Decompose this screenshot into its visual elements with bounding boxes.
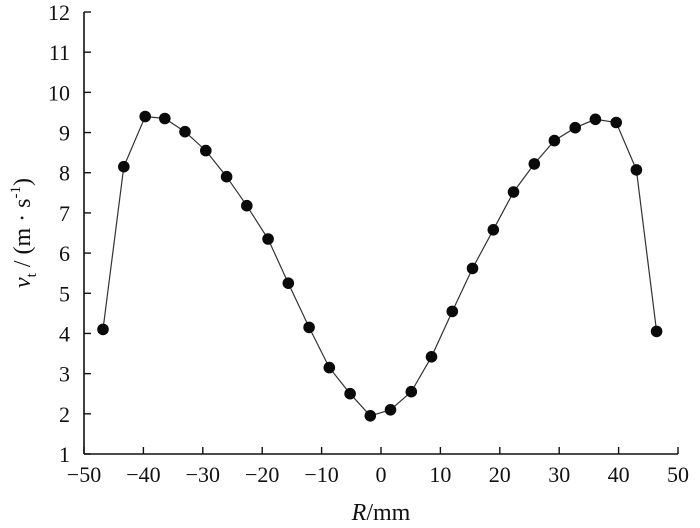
series [97, 110, 663, 422]
series-line [102, 115, 658, 417]
data-point [282, 277, 295, 290]
y-axis-label-sub: t [24, 272, 40, 277]
y-tick-label: 3 [59, 362, 70, 387]
x-tick-label: 40 [608, 462, 630, 487]
y-axis-label-close: ) [10, 178, 36, 186]
data-point [610, 116, 622, 129]
y-axis-label: vt / (m · s-1) [8, 178, 40, 288]
data-point [384, 404, 397, 416]
data-point [139, 110, 151, 123]
x-tick-label: −40 [126, 462, 160, 487]
y-tick-label: 5 [59, 281, 70, 306]
data-point [630, 164, 643, 176]
y-axis-label-sup: -1 [8, 186, 24, 199]
data-point [650, 325, 663, 338]
x-axis-label-var: R [351, 500, 367, 526]
y-tick-label: 10 [48, 80, 70, 105]
data-point [507, 186, 520, 198]
data-point [179, 125, 191, 138]
x-axis-label: R/mm [351, 500, 411, 526]
data-point [466, 262, 479, 275]
y-tick-label: 12 [48, 0, 70, 25]
y-tick-label: 11 [49, 40, 70, 65]
x-tick-label: 30 [548, 462, 570, 487]
y-axis-label-var: v [10, 277, 36, 288]
data-point [220, 170, 233, 183]
y-tick-label: 1 [59, 442, 70, 467]
y-tick-label: 7 [59, 201, 70, 226]
x-tick-label: −10 [304, 462, 338, 487]
data-point [487, 224, 500, 236]
x-tick-label: −50 [67, 462, 101, 487]
data-point [405, 385, 418, 398]
x-tick-label: 20 [489, 462, 511, 487]
x-axis-label-unit: /mm [366, 500, 410, 526]
data-point [303, 321, 315, 334]
data-point [446, 305, 459, 318]
data-point [548, 134, 561, 147]
data-point [159, 112, 171, 125]
x-tick-label: −30 [186, 462, 220, 487]
data-point [589, 113, 602, 126]
data-point [241, 199, 253, 212]
data-point [569, 121, 581, 134]
y-tick-label: 9 [59, 121, 70, 146]
x-tick-label: 10 [429, 462, 451, 487]
axes [83, 12, 678, 455]
x-tick-label: −20 [245, 462, 279, 487]
data-point [262, 233, 274, 245]
x-tick-label: 50 [667, 462, 689, 487]
y-axis-label-unit: / (m · s [10, 199, 36, 274]
y-tick-label: 6 [59, 241, 70, 266]
y-tick-label: 2 [59, 402, 70, 427]
data-point [323, 361, 336, 374]
data-point [528, 158, 541, 170]
data-point [364, 410, 377, 422]
x-ticks: −50 −40 −30 −20 −10 0 10 20 30 40 50 [67, 447, 689, 487]
data-point [118, 160, 130, 173]
y-tick-label: 8 [59, 161, 70, 186]
data-point [344, 387, 356, 400]
y-tick-label: 4 [59, 321, 70, 346]
data-point [425, 351, 438, 363]
x-tick-label: 0 [376, 462, 387, 487]
data-point [200, 144, 212, 157]
data-point [97, 323, 109, 336]
